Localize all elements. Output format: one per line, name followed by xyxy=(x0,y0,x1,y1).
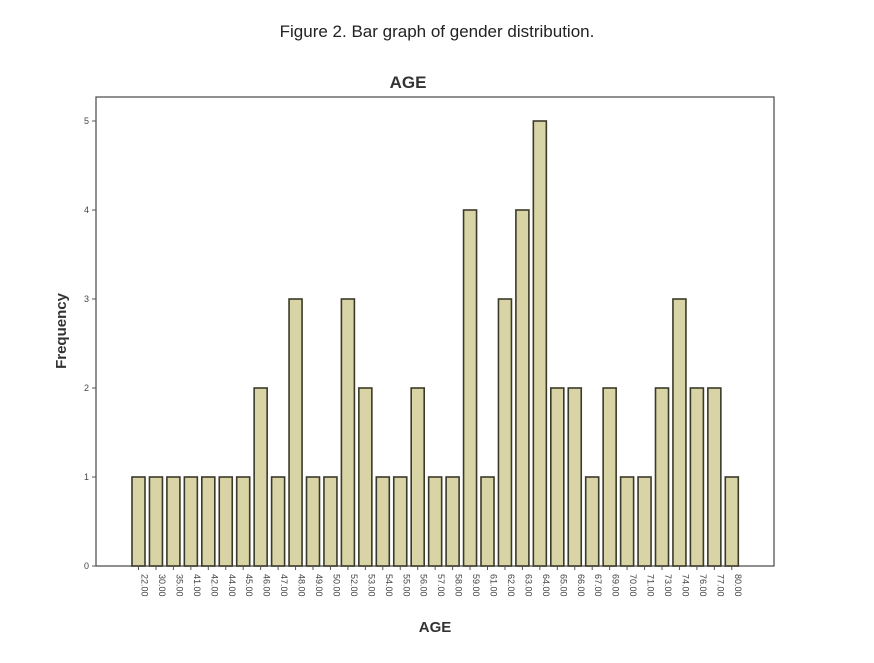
x-tick-label: 52.00 xyxy=(349,574,359,597)
bars-group xyxy=(131,120,740,567)
x-tick-label: 44.00 xyxy=(227,574,237,597)
y-axis-label: Frequency xyxy=(53,292,70,369)
bar xyxy=(637,476,652,567)
y-tick-label: 1 xyxy=(84,472,89,482)
x-tick-label: 30.00 xyxy=(157,574,167,597)
x-tick-label: 45.00 xyxy=(244,574,254,597)
x-tick-label: 71.00 xyxy=(646,574,656,597)
x-axis: 22.00 30.00 35.00 41.00 42.00 44.00 45.00 46.00… xyxy=(138,566,743,597)
y-tick-label: 0 xyxy=(84,561,89,571)
bar xyxy=(462,209,478,567)
bar xyxy=(201,476,216,567)
bar xyxy=(515,209,530,567)
x-tick-label: 73.00 xyxy=(663,574,673,597)
bar xyxy=(358,387,373,567)
bar xyxy=(567,387,583,567)
figure-caption: Figure 2. Bar graph of gender distributi… xyxy=(0,22,874,42)
bar xyxy=(288,298,303,567)
x-tick-label: 80.00 xyxy=(733,574,743,597)
bar xyxy=(410,387,426,567)
x-tick-label: 59.00 xyxy=(471,574,481,597)
chart-title: AGE xyxy=(390,73,427,92)
x-tick-label: 76.00 xyxy=(698,574,708,597)
x-tick-label: 46.00 xyxy=(262,574,272,597)
x-tick-label: 65.00 xyxy=(558,574,568,597)
y-tick-label: 3 xyxy=(84,294,89,304)
y-tick-label: 2 xyxy=(84,383,89,393)
x-tick-label: 50.00 xyxy=(331,574,341,597)
bar xyxy=(166,476,181,567)
bar xyxy=(445,476,460,567)
bar xyxy=(253,387,268,567)
x-tick-label: 67.00 xyxy=(593,574,603,597)
bar xyxy=(672,298,687,567)
y-tick-label: 5 xyxy=(84,116,89,126)
x-tick-label: 53.00 xyxy=(366,574,376,597)
bar xyxy=(532,120,548,567)
x-tick-label: 66.00 xyxy=(576,574,586,597)
y-tick-label: 4 xyxy=(84,205,89,215)
bar xyxy=(549,387,565,567)
bar xyxy=(497,298,513,567)
bar xyxy=(654,387,670,567)
x-tick-label: 22.00 xyxy=(140,574,150,597)
x-tick-label: 49.00 xyxy=(314,574,324,597)
bar xyxy=(131,476,146,567)
figure-label: Figure 2 xyxy=(279,22,343,41)
x-tick-label: 64.00 xyxy=(541,574,551,597)
bar xyxy=(183,476,199,567)
bar xyxy=(218,476,234,567)
bar xyxy=(602,387,617,567)
bar xyxy=(689,387,705,567)
x-tick-label: 42.00 xyxy=(209,574,219,597)
x-tick-label: 56.00 xyxy=(419,574,429,597)
x-tick-label: 69.00 xyxy=(611,574,621,597)
x-tick-label: 48.00 xyxy=(297,574,307,597)
x-tick-label: 74.00 xyxy=(680,574,690,597)
bar xyxy=(619,476,635,567)
x-tick-label: 55.00 xyxy=(401,574,411,597)
x-tick-label: 63.00 xyxy=(523,574,533,597)
x-tick-label: 70.00 xyxy=(628,574,638,597)
x-tick-label: 35.00 xyxy=(174,574,184,597)
x-axis-label: AGE xyxy=(419,619,452,636)
bar xyxy=(584,476,600,567)
bar xyxy=(480,476,495,567)
bar xyxy=(148,476,164,567)
x-tick-label: 54.00 xyxy=(384,574,394,597)
figure-caption-text: . Bar graph of gender distribution. xyxy=(342,22,595,41)
bar xyxy=(392,476,408,567)
bar xyxy=(235,476,251,567)
bar xyxy=(724,476,740,567)
bar xyxy=(323,476,338,567)
bar xyxy=(707,387,722,567)
x-tick-label: 77.00 xyxy=(715,574,725,597)
x-tick-label: 57.00 xyxy=(436,574,446,597)
x-tick-label: 41.00 xyxy=(192,574,202,597)
x-tick-label: 58.00 xyxy=(454,574,464,597)
x-tick-label: 62.00 xyxy=(506,574,516,597)
bar xyxy=(427,476,443,567)
y-axis: 0 1 2 3 4 5 xyxy=(84,116,96,571)
bar xyxy=(375,476,391,567)
bar xyxy=(270,476,286,567)
bar xyxy=(305,476,321,567)
x-tick-label: 61.00 xyxy=(489,574,499,597)
bar xyxy=(340,298,356,567)
x-tick-label: 47.00 xyxy=(279,574,289,597)
